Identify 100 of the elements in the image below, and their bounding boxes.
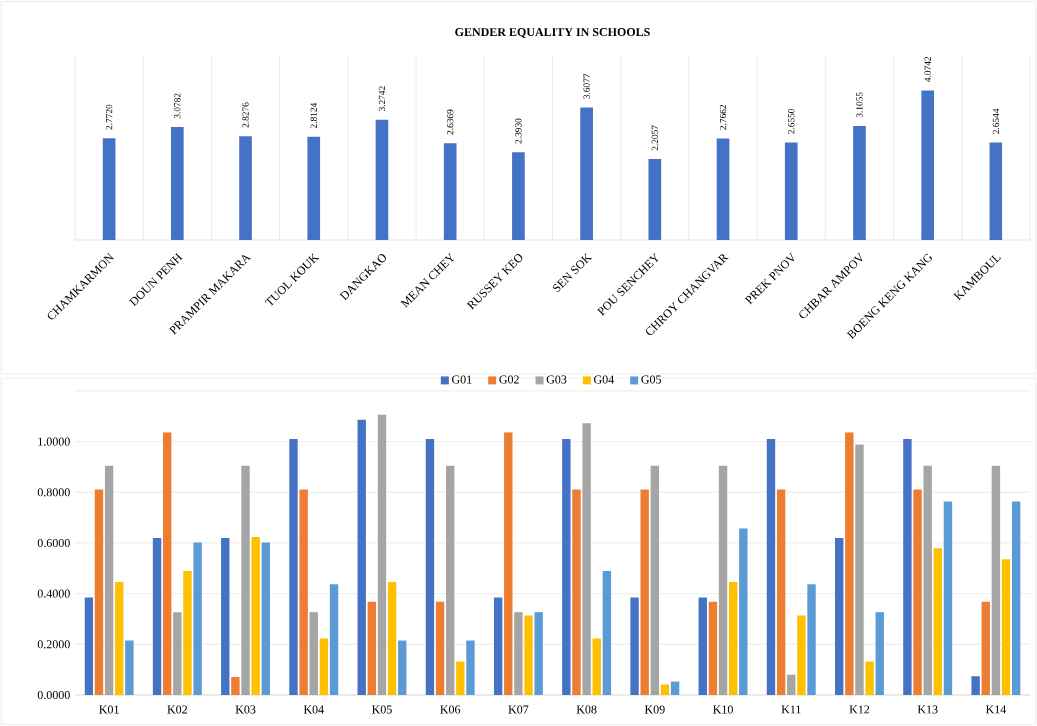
bar bbox=[648, 159, 662, 240]
bar bbox=[989, 142, 1003, 240]
bar bbox=[94, 489, 104, 695]
bar bbox=[562, 438, 571, 695]
x-tick-label: K06 bbox=[440, 705, 461, 714]
bar bbox=[776, 489, 786, 695]
bar bbox=[125, 640, 134, 695]
bar bbox=[241, 465, 250, 695]
legend-label: G02 bbox=[499, 375, 519, 384]
data-label: 2.6550 bbox=[788, 108, 795, 134]
data-label: 3.2742 bbox=[378, 86, 386, 112]
bar bbox=[875, 612, 884, 695]
bar bbox=[170, 126, 184, 240]
bar bbox=[766, 438, 776, 695]
bar bbox=[504, 432, 513, 695]
bar bbox=[580, 107, 593, 240]
bar bbox=[602, 571, 612, 695]
legend-label: G05 bbox=[641, 375, 662, 384]
bar bbox=[807, 584, 816, 695]
data-label: 2.2057 bbox=[651, 125, 658, 151]
bar bbox=[921, 90, 935, 240]
x-tick-label: K12 bbox=[849, 705, 870, 714]
bar bbox=[913, 489, 922, 695]
bar bbox=[387, 582, 397, 695]
x-tick-label: K08 bbox=[576, 705, 597, 714]
bar bbox=[534, 612, 543, 695]
bar bbox=[943, 501, 953, 695]
bar bbox=[375, 119, 389, 240]
chart-title: GENDER EQUALITY IN SCHOOLS bbox=[455, 28, 650, 38]
bar bbox=[183, 571, 192, 695]
bar bbox=[115, 582, 124, 695]
x-tick-label: K04 bbox=[303, 705, 324, 714]
data-label: 2.3930 bbox=[515, 118, 522, 144]
bar bbox=[443, 143, 457, 240]
bar bbox=[865, 661, 874, 695]
bar bbox=[853, 125, 866, 240]
data-label: 2.6369 bbox=[447, 109, 454, 135]
bar bbox=[572, 489, 581, 695]
x-tick-label: K10 bbox=[713, 705, 733, 714]
x-tick-label: K09 bbox=[644, 705, 665, 714]
x-tick-label: K11 bbox=[781, 705, 801, 714]
bar bbox=[797, 615, 806, 695]
bar bbox=[1011, 501, 1021, 695]
bar bbox=[923, 465, 932, 695]
bar bbox=[514, 612, 523, 695]
bar bbox=[162, 432, 172, 695]
bar bbox=[309, 612, 318, 695]
bar bbox=[445, 465, 455, 695]
bar bbox=[84, 597, 94, 695]
bar bbox=[398, 640, 407, 695]
y-tick-label: 0.4000 bbox=[37, 589, 70, 598]
bar bbox=[991, 465, 1001, 695]
x-tick-label: K07 bbox=[508, 705, 529, 714]
bar bbox=[630, 597, 639, 695]
bar bbox=[319, 638, 329, 695]
bar bbox=[855, 444, 864, 695]
bar bbox=[251, 536, 260, 695]
bar bbox=[903, 438, 912, 695]
bar bbox=[592, 638, 601, 695]
y-tick-label: 0.2000 bbox=[37, 640, 70, 649]
y-tick-label: 0.0000 bbox=[37, 690, 70, 700]
data-label: 2.7662 bbox=[719, 105, 727, 130]
bar bbox=[650, 465, 660, 695]
bar bbox=[104, 465, 114, 695]
bar bbox=[435, 601, 445, 695]
data-label: 3.6077 bbox=[583, 73, 590, 99]
data-label: 3.1055 bbox=[856, 92, 863, 118]
bar bbox=[787, 674, 796, 695]
x-tick-label: K03 bbox=[235, 705, 256, 714]
bar bbox=[670, 681, 680, 695]
legend-label: G04 bbox=[594, 375, 614, 384]
data-label: 3.0782 bbox=[174, 93, 181, 119]
bar bbox=[784, 142, 798, 240]
bar bbox=[835, 537, 844, 695]
bar bbox=[239, 136, 252, 240]
x-tick-label: K13 bbox=[917, 705, 938, 714]
bar bbox=[493, 597, 503, 695]
data-label: 2.8124 bbox=[310, 102, 317, 129]
x-tick-label: K02 bbox=[167, 705, 187, 714]
bar bbox=[660, 684, 670, 695]
y-tick-label: 0.8000 bbox=[37, 488, 70, 497]
bar bbox=[739, 528, 748, 695]
bar bbox=[718, 465, 728, 695]
bar bbox=[716, 138, 730, 240]
bar bbox=[299, 489, 308, 695]
bar bbox=[231, 677, 240, 695]
x-tick-label: K05 bbox=[371, 705, 392, 714]
bar bbox=[512, 152, 525, 240]
data-label: 2.7720 bbox=[105, 104, 113, 130]
bar bbox=[640, 489, 649, 695]
data-label: 4.0742 bbox=[924, 56, 931, 82]
bar bbox=[193, 542, 202, 695]
bar bbox=[173, 612, 182, 695]
bar bbox=[221, 537, 230, 695]
bar bbox=[933, 548, 943, 695]
bar bbox=[357, 419, 366, 695]
bar bbox=[329, 584, 339, 695]
bar bbox=[981, 601, 990, 695]
bar bbox=[971, 676, 980, 695]
bar bbox=[152, 537, 162, 695]
